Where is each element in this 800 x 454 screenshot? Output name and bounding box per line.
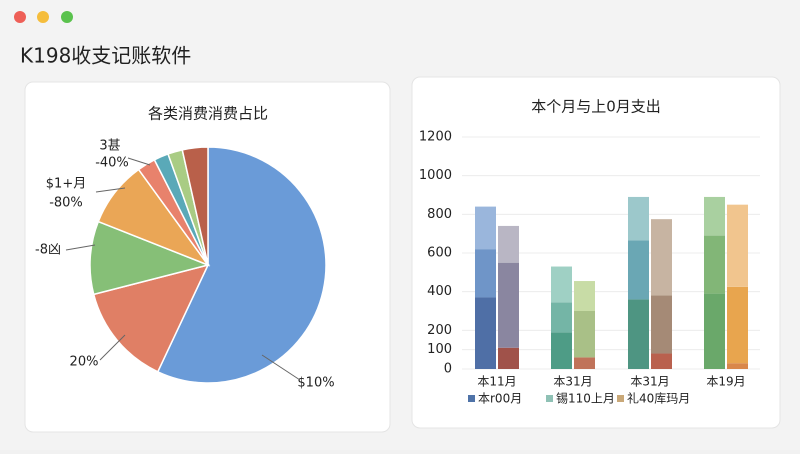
bar-segment: [727, 204, 748, 287]
y-tick-label: 100: [427, 342, 452, 357]
x-tick-label: 本11月: [477, 375, 516, 389]
legend-swatch: [617, 395, 624, 402]
legend-swatch: [546, 395, 553, 402]
x-tick-label: 本31月: [553, 375, 592, 389]
bar-segment: [498, 347, 519, 369]
bar-segment: [651, 353, 672, 369]
bar-segment: [574, 357, 595, 369]
bar-segment: [628, 240, 649, 300]
y-tick-label: 1000: [419, 168, 452, 183]
legend-label: 锡110上月: [556, 391, 615, 406]
chart-title: 各类消费消费占比: [148, 105, 268, 123]
x-tick-label: 本19月: [706, 375, 745, 389]
bar-segment: [551, 332, 572, 369]
pie-slice: [92, 263, 210, 373]
bar-segment: [651, 295, 672, 354]
pie-slice: [181, 146, 209, 266]
y-tick-label: 1200: [419, 130, 452, 145]
bar-segment: [475, 206, 496, 250]
y-tick-label: 600: [427, 246, 452, 261]
pie-annotation: $1+月: [46, 177, 86, 192]
pie-annotation: -40%: [95, 156, 129, 171]
legend-label: 礼40库玛月: [627, 391, 690, 406]
y-tick-label: 800: [427, 207, 452, 222]
pie-annotation: -8凶: [35, 243, 61, 258]
window-title: K198收支记账软件: [20, 44, 191, 68]
legend-swatch: [468, 395, 475, 402]
x-tick-label: 本31月: [630, 375, 669, 389]
legend-label: 本r00月: [478, 392, 522, 406]
y-tick-label: 0: [444, 362, 452, 377]
pie-annotation: $10%: [297, 376, 334, 391]
chart-title: 本个月与上0月支出: [531, 98, 661, 116]
annotation-arrow: [261, 354, 301, 381]
bar-segment: [727, 363, 748, 369]
y-tick-label: 400: [427, 284, 452, 299]
bar-segment: [704, 235, 725, 294]
annotation-arrow: [99, 334, 126, 361]
bar-segment: [704, 293, 725, 369]
annotation-arrow: [127, 157, 151, 166]
bar-segment: [551, 266, 572, 303]
bar-segment: [628, 299, 649, 369]
bar-segment: [727, 286, 748, 364]
pie-annotation: 3甚: [99, 139, 120, 154]
pie-annotation: -80%: [49, 196, 83, 211]
bar-segment: [574, 281, 595, 311]
bar-segment: [498, 262, 519, 348]
annotation-arrow: [95, 187, 126, 193]
close-button[interactable]: [14, 11, 26, 23]
minimize-button[interactable]: [37, 11, 49, 23]
pie-slice: [156, 146, 327, 384]
bar-segment: [628, 196, 649, 241]
pie-annotation: 20%: [70, 355, 99, 370]
bar-segment: [574, 311, 595, 358]
bar-segment: [475, 249, 496, 298]
bar-segment: [498, 225, 519, 263]
bar-segment: [551, 302, 572, 333]
pie-slice: [89, 220, 211, 296]
maximize-button[interactable]: [61, 11, 73, 23]
bar-segment: [651, 219, 672, 296]
bar-segment: [704, 196, 725, 236]
y-tick-label: 200: [427, 323, 452, 338]
bar-segment: [475, 297, 496, 369]
annotation-arrow: [65, 244, 96, 251]
